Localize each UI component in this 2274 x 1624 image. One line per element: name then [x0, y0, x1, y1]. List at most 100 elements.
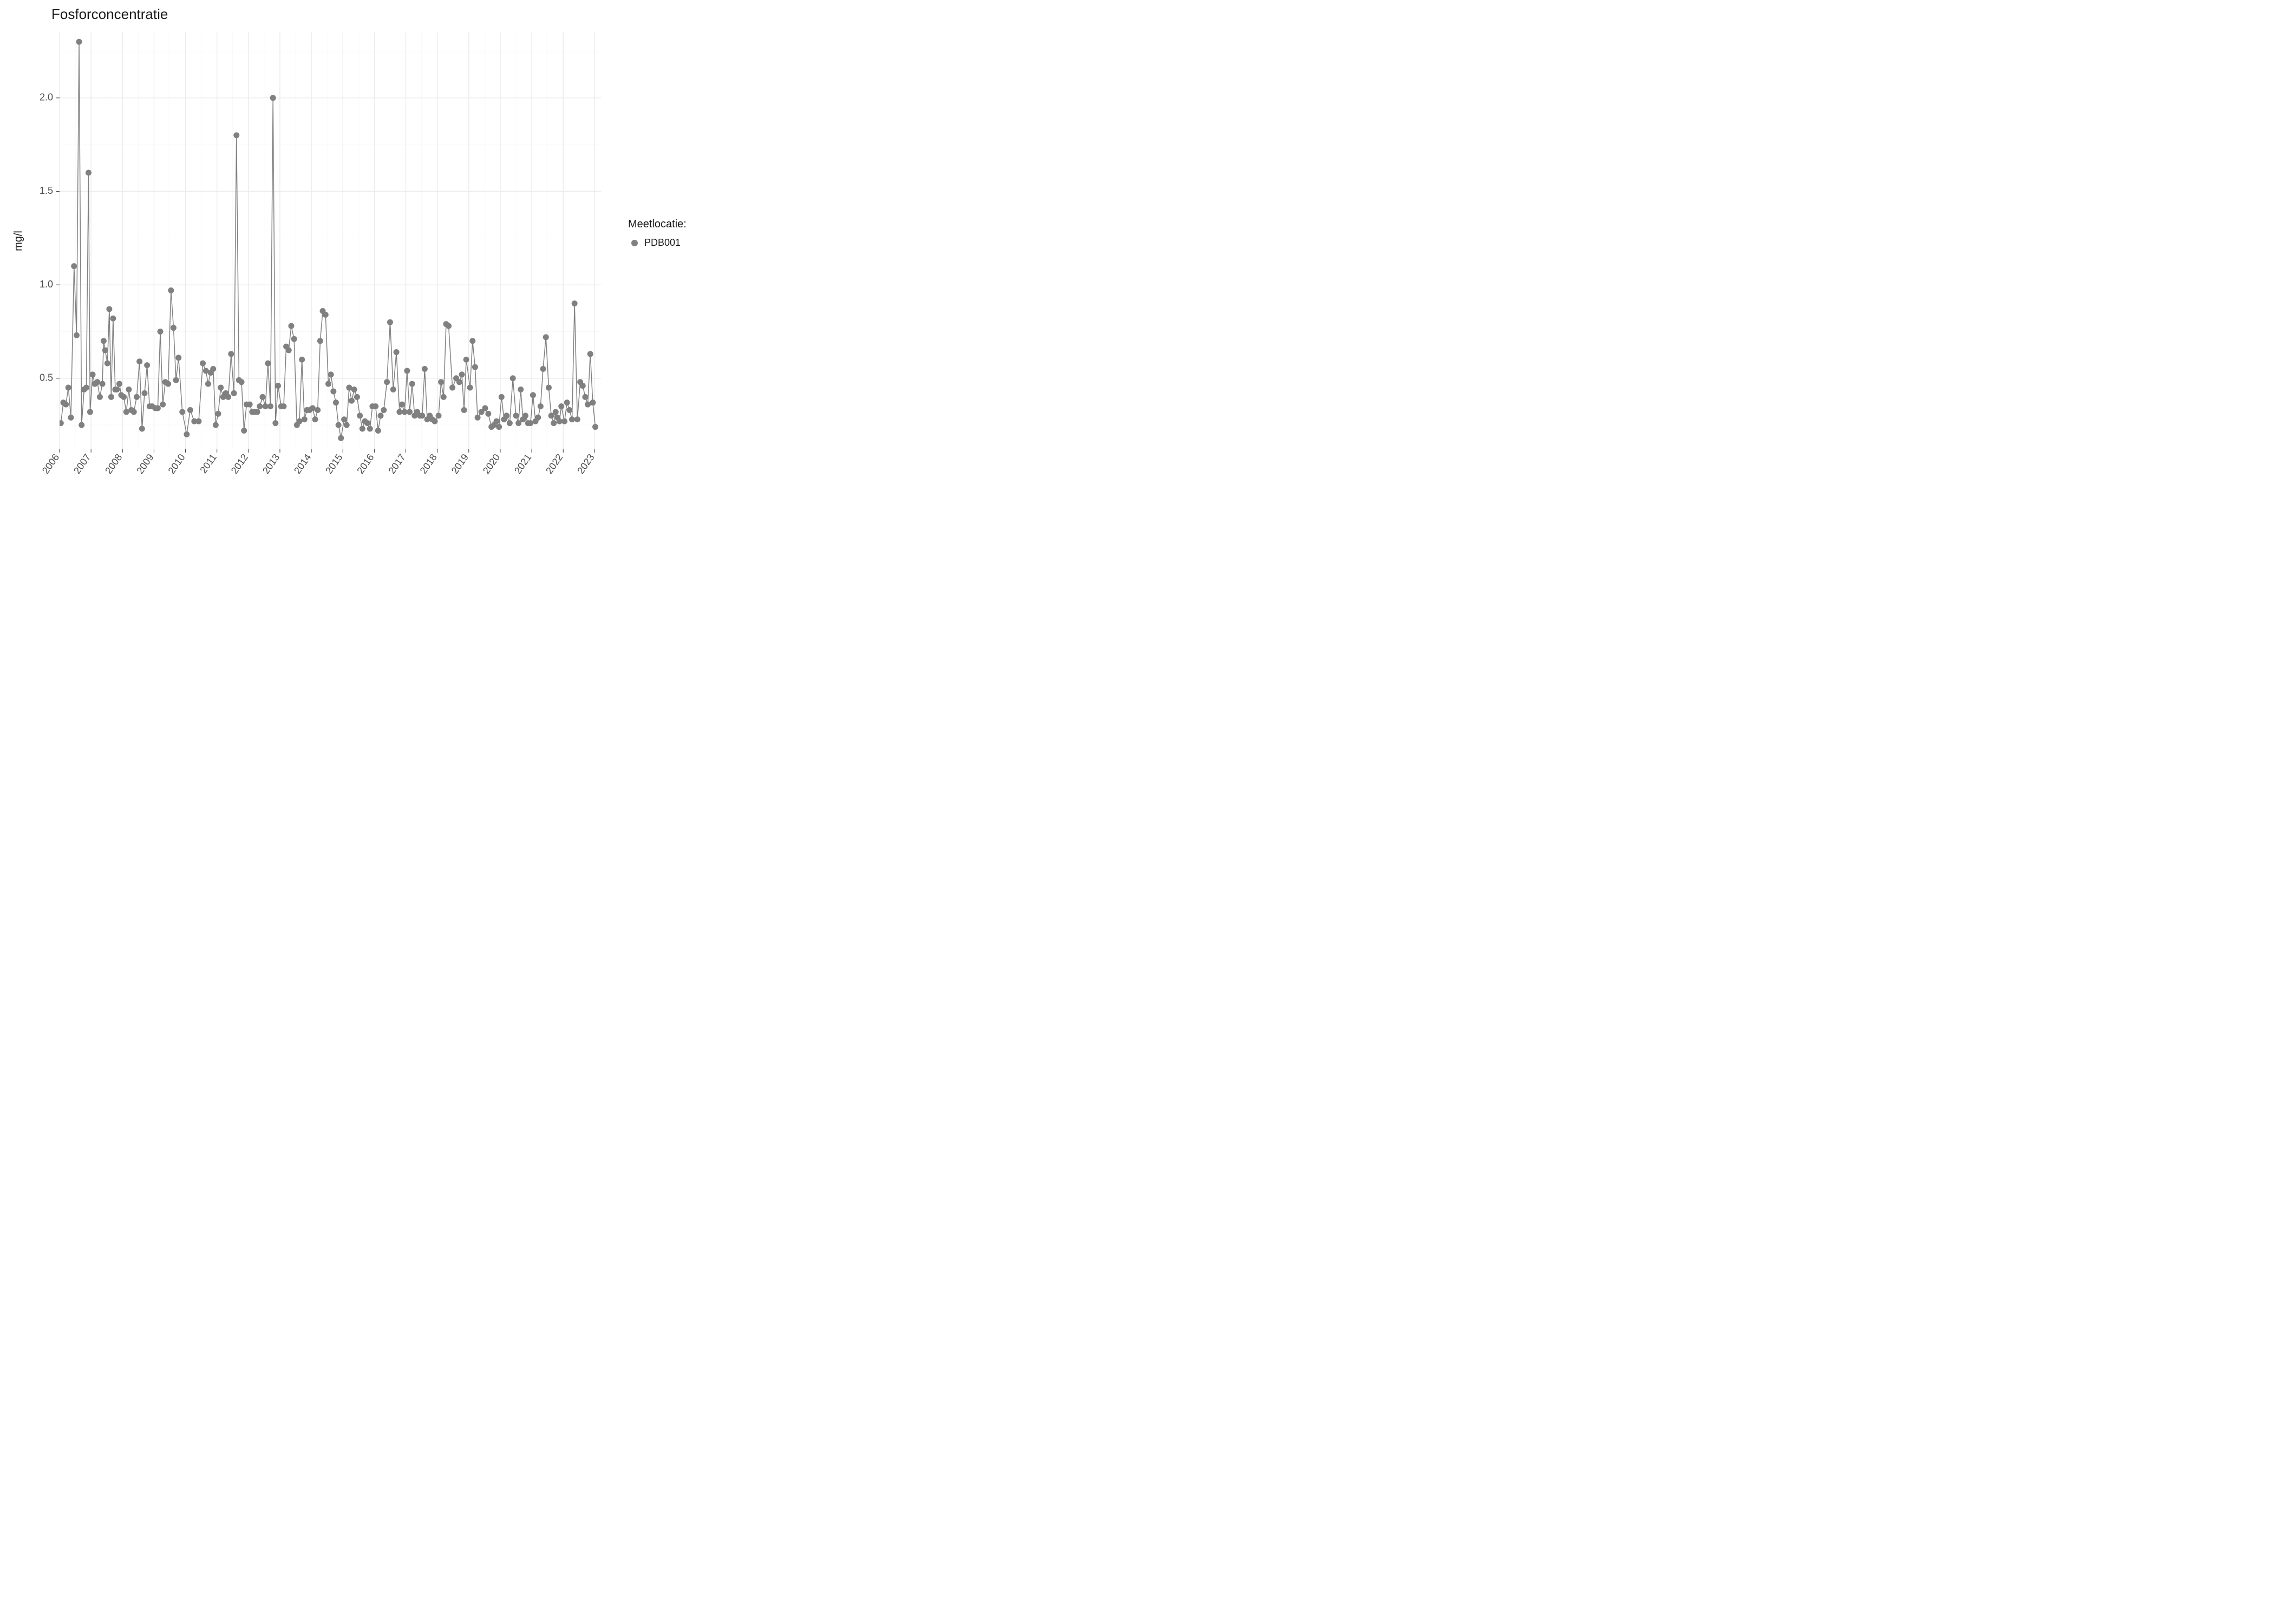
- data-point: [187, 407, 193, 413]
- data-point: [66, 385, 71, 391]
- data-point: [165, 381, 171, 387]
- legend-item-label: PDB001: [644, 237, 681, 248]
- data-point: [569, 416, 575, 422]
- data-point: [299, 357, 305, 363]
- data-point: [312, 416, 318, 422]
- data-point: [540, 366, 546, 372]
- data-point: [213, 422, 219, 428]
- y-axis-label: mg/l: [12, 231, 24, 251]
- data-point: [200, 361, 206, 366]
- data-point: [535, 415, 541, 421]
- data-point: [543, 334, 549, 340]
- data-point: [419, 412, 425, 418]
- data-point: [171, 325, 177, 331]
- data-point: [561, 418, 567, 424]
- data-point: [381, 407, 387, 413]
- data-point: [239, 379, 245, 385]
- data-point: [522, 412, 528, 418]
- data-point: [288, 323, 294, 329]
- data-point: [68, 415, 74, 421]
- data-point: [510, 375, 516, 381]
- data-point: [144, 362, 150, 368]
- data-point: [485, 411, 491, 417]
- data-point: [315, 407, 321, 413]
- data-point: [351, 387, 357, 392]
- y-tick-label: 1.5: [40, 185, 53, 196]
- data-point: [357, 412, 363, 418]
- data-point: [317, 338, 323, 344]
- data-point: [390, 387, 396, 392]
- data-point: [228, 351, 234, 357]
- data-point: [387, 319, 393, 325]
- data-point: [472, 364, 478, 370]
- data-point: [378, 412, 384, 418]
- data-point: [590, 400, 596, 405]
- data-point: [467, 385, 473, 391]
- data-point: [270, 95, 276, 101]
- data-point: [367, 426, 373, 432]
- data-point: [136, 358, 142, 364]
- data-point: [286, 347, 292, 353]
- data-point: [572, 300, 578, 306]
- data-point: [267, 403, 273, 409]
- data-point: [158, 329, 164, 335]
- data-point: [257, 403, 263, 409]
- data-point: [582, 394, 588, 400]
- data-point: [83, 385, 89, 391]
- data-point: [108, 394, 114, 400]
- data-point: [134, 394, 140, 400]
- data-point: [449, 385, 455, 391]
- data-point: [139, 426, 145, 432]
- data-point: [558, 403, 564, 409]
- data-point: [344, 422, 350, 428]
- data-point: [79, 422, 84, 428]
- data-point: [76, 39, 82, 45]
- data-point: [87, 409, 93, 415]
- data-point: [325, 381, 331, 387]
- data-point: [102, 347, 108, 353]
- data-point: [116, 381, 122, 387]
- data-point: [90, 371, 96, 377]
- data-point: [260, 394, 266, 400]
- data-point: [195, 418, 201, 424]
- data-point: [399, 402, 405, 408]
- data-point: [482, 405, 488, 411]
- data-point: [168, 287, 174, 293]
- data-point: [106, 306, 112, 312]
- data-point: [104, 361, 110, 366]
- data-point: [436, 412, 442, 418]
- data-point: [499, 394, 505, 400]
- legend-marker: [631, 240, 638, 246]
- data-point: [507, 420, 513, 426]
- data-point: [336, 422, 342, 428]
- data-point: [373, 403, 378, 409]
- data-point: [254, 409, 260, 415]
- data-point: [504, 412, 509, 418]
- data-point: [175, 355, 181, 361]
- data-point: [364, 420, 370, 426]
- data-point: [496, 424, 502, 430]
- data-point: [459, 371, 465, 377]
- data-point: [530, 392, 536, 398]
- data-point: [160, 402, 166, 408]
- data-point: [265, 361, 271, 366]
- data-point: [131, 409, 137, 415]
- data-point: [375, 428, 381, 434]
- data-point: [210, 366, 216, 372]
- data-point: [272, 420, 278, 426]
- data-point: [394, 349, 400, 355]
- data-point: [302, 416, 308, 422]
- data-point: [121, 394, 127, 400]
- data-point: [566, 407, 572, 413]
- y-tick-label: 0.5: [40, 372, 53, 383]
- data-point: [110, 316, 116, 322]
- data-point: [592, 424, 598, 430]
- data-point: [469, 338, 475, 344]
- data-point: [553, 409, 559, 415]
- chart-container: 0.51.01.52.02006200720082009201020112012…: [0, 0, 758, 541]
- time-series-chart: 0.51.01.52.02006200720082009201020112012…: [0, 0, 758, 541]
- data-point: [74, 332, 80, 338]
- data-point: [456, 379, 462, 385]
- data-point: [101, 338, 107, 344]
- data-point: [461, 407, 467, 413]
